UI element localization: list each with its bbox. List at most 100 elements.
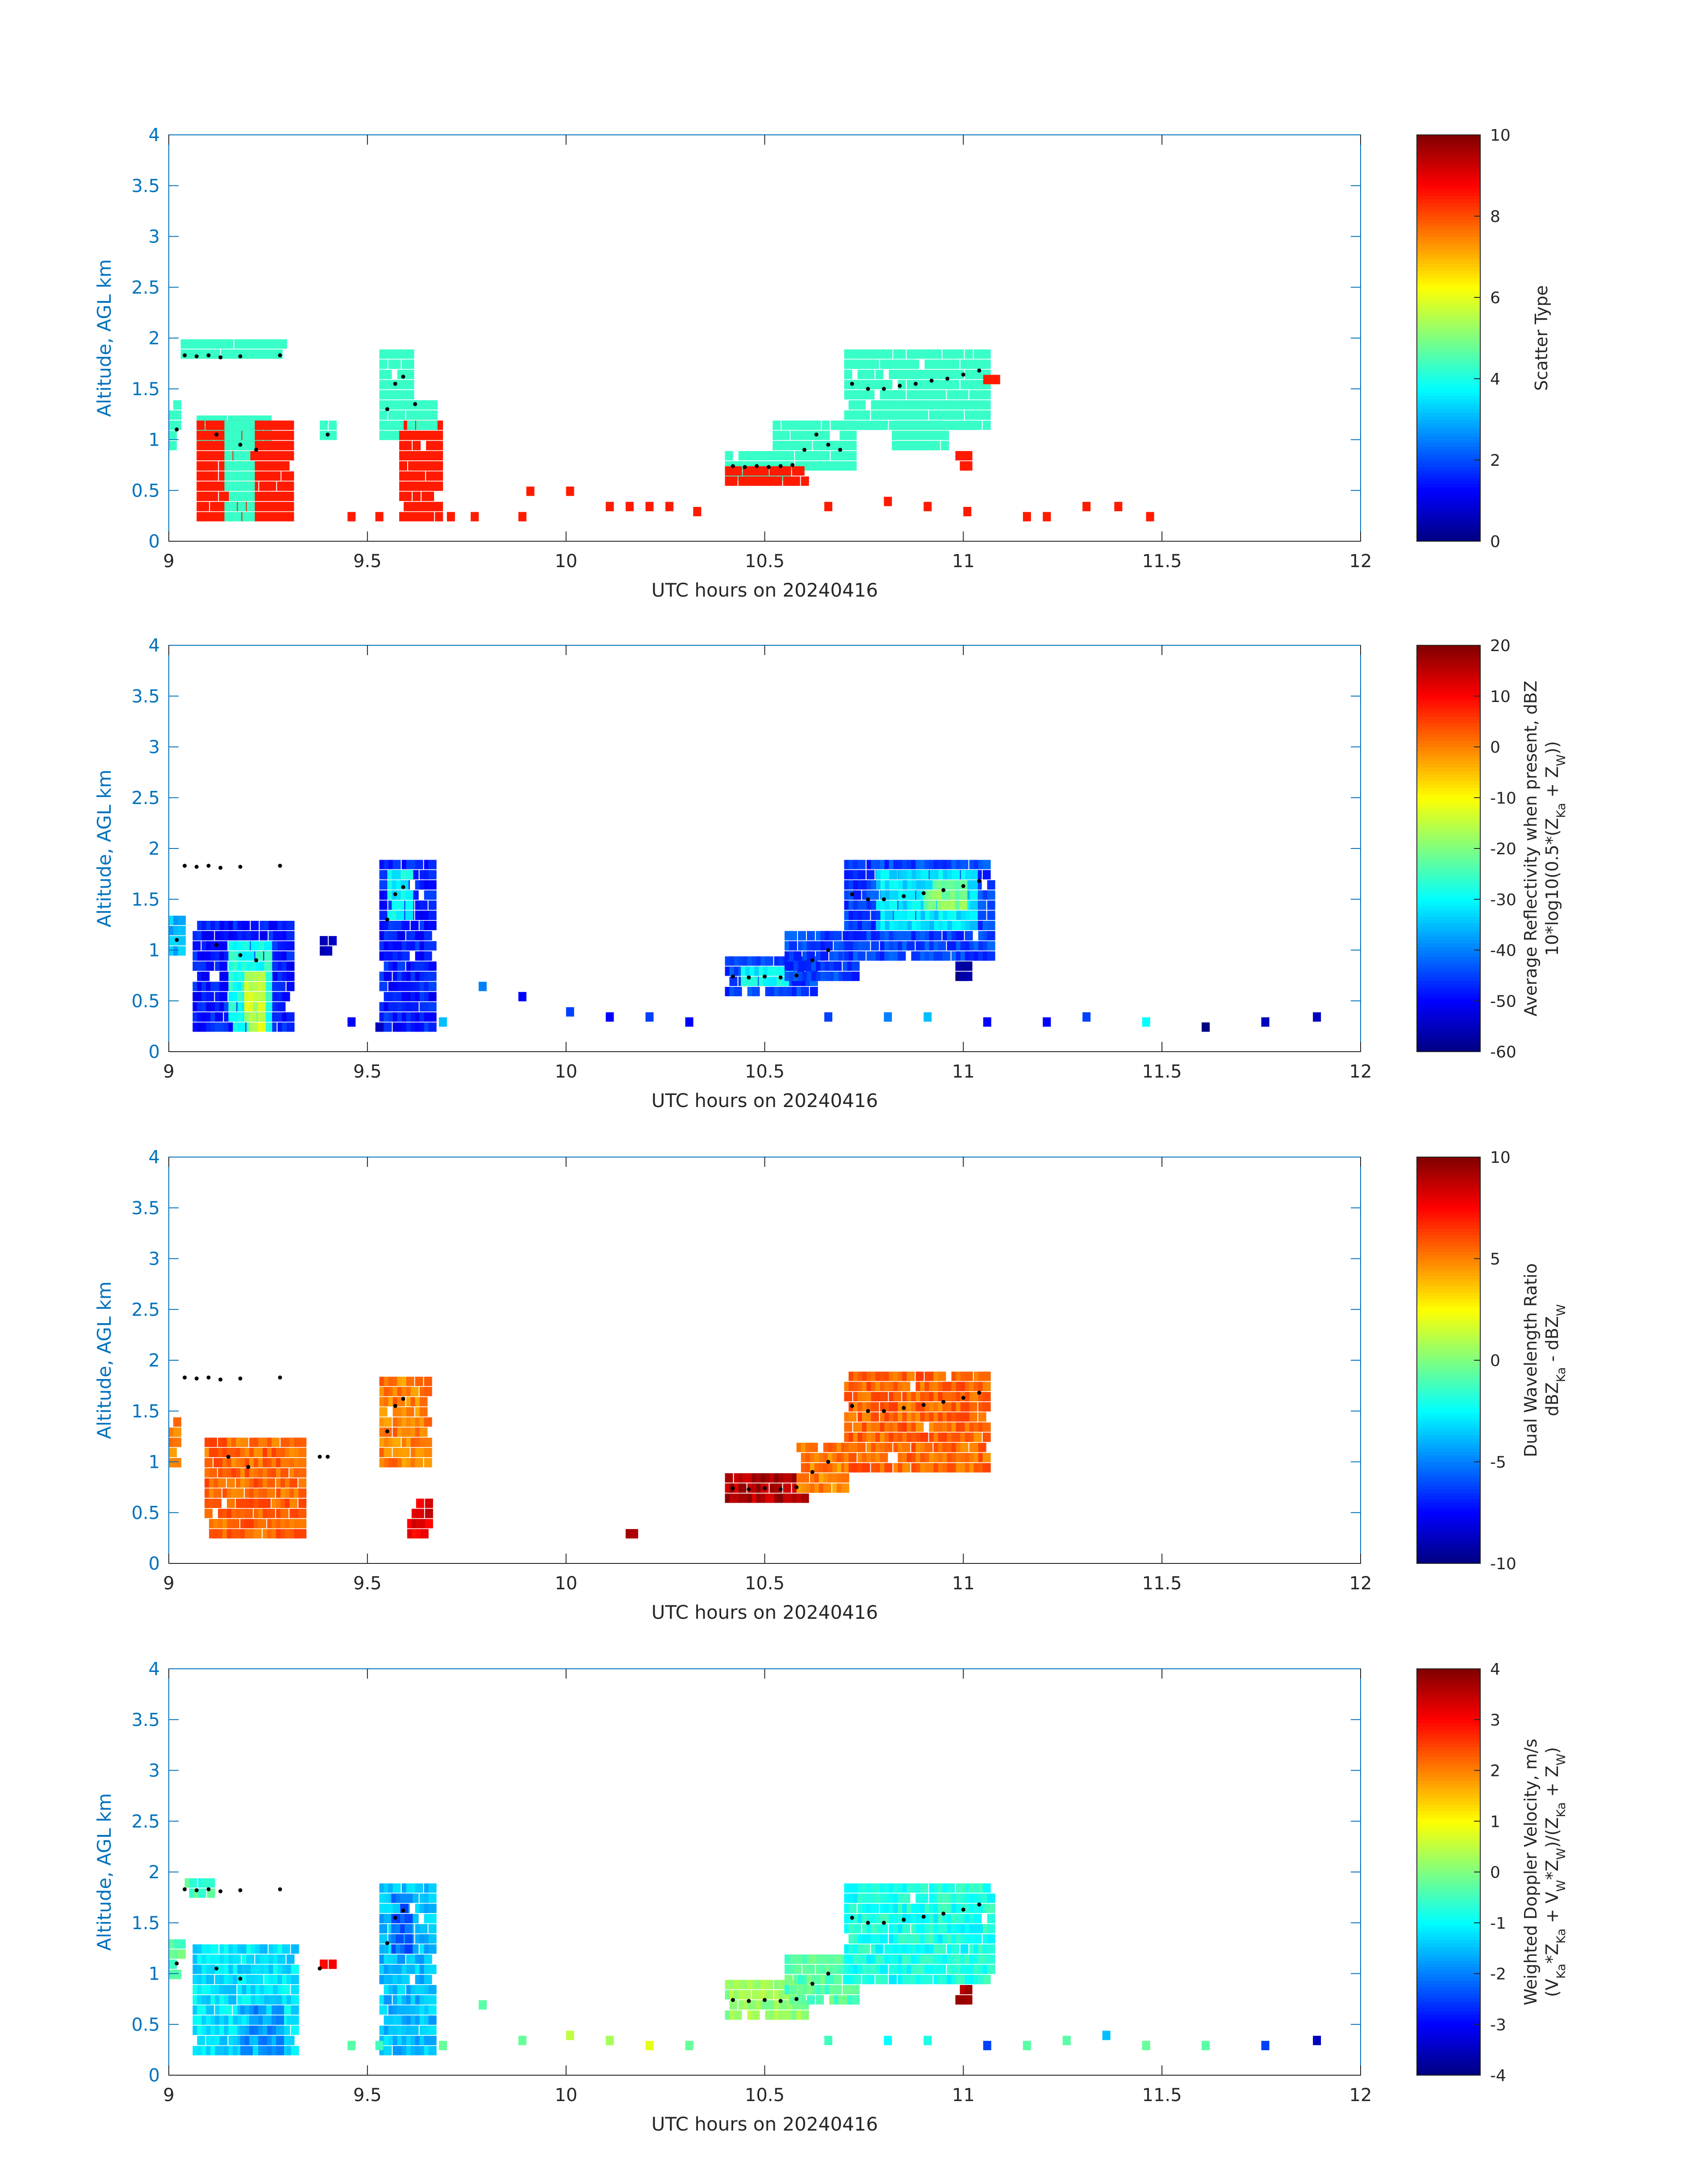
x-tick-label: 12 bbox=[1349, 1573, 1372, 1594]
colorbar-segment bbox=[1417, 1479, 1480, 1483]
colorbar-segment bbox=[1417, 702, 1480, 707]
heatmap-cell bbox=[228, 1002, 237, 1011]
colorbar-segment bbox=[1417, 1980, 1480, 1985]
colorbar-segment bbox=[1417, 869, 1480, 873]
heatmap-cell bbox=[965, 931, 973, 940]
colorbar-segment bbox=[1417, 713, 1480, 717]
cloud-base-point bbox=[194, 1376, 199, 1381]
heatmap-cell bbox=[982, 1433, 991, 1442]
heatmap-cell bbox=[329, 936, 337, 946]
heatmap-cell bbox=[626, 501, 634, 511]
heatmap-cell bbox=[857, 951, 866, 961]
colorbar-segment bbox=[1417, 1676, 1480, 1680]
heatmap-cell bbox=[857, 400, 866, 410]
colorbar-segment bbox=[1417, 1164, 1480, 1168]
colorbar-segment bbox=[1417, 402, 1480, 406]
heatmap-cell bbox=[397, 1954, 405, 1964]
heatmap-cell bbox=[428, 1944, 437, 1954]
heatmap-cell bbox=[246, 471, 255, 481]
heatmap-cell bbox=[969, 870, 978, 880]
heatmap-cell bbox=[426, 492, 434, 501]
heatmap-cell bbox=[424, 1376, 432, 1386]
heatmap-cell bbox=[1082, 501, 1091, 511]
heatmap-cell bbox=[920, 1883, 928, 1893]
heatmap-cell bbox=[801, 1473, 809, 1483]
heatmap-cell bbox=[419, 900, 428, 910]
heatmap-cell bbox=[1062, 2035, 1071, 2045]
heatmap-cell bbox=[786, 451, 794, 460]
colorbar-segment bbox=[1417, 2035, 1480, 2039]
heatmap-cell bbox=[277, 1002, 286, 1011]
x-tick-label: 12 bbox=[1349, 551, 1372, 572]
heatmap-cell bbox=[178, 936, 186, 946]
heatmap-cell bbox=[405, 870, 413, 880]
heatmap-cell bbox=[566, 2031, 574, 2040]
heatmap-cell bbox=[871, 359, 879, 369]
heatmap-cell bbox=[231, 1519, 240, 1529]
y-tick-label: 0 bbox=[149, 1042, 160, 1062]
colorbar-segment bbox=[1417, 453, 1480, 457]
colorbar-segment bbox=[1417, 974, 1480, 978]
colorbar-segment bbox=[1417, 1458, 1480, 1462]
heatmap-cell bbox=[834, 1985, 842, 1994]
colorbar-segment bbox=[1417, 236, 1480, 240]
heatmap-cell bbox=[884, 497, 892, 506]
heatmap-cell bbox=[384, 1448, 392, 1458]
heatmap-cell bbox=[941, 430, 949, 440]
colorbar-segment bbox=[1417, 1204, 1480, 1208]
colorbar-segment bbox=[1417, 1238, 1480, 1242]
heatmap-cell bbox=[478, 982, 487, 991]
colorbar-segment bbox=[1417, 135, 1480, 139]
heatmap-cell bbox=[258, 1519, 267, 1529]
colorbar-segment bbox=[1417, 672, 1480, 677]
heatmap-cell bbox=[952, 870, 960, 880]
colorbar-segment bbox=[1417, 463, 1480, 467]
y-axis: 0 0.5 1 1.5 2 2.5 3 3.5 4 Altitude, AGL km bbox=[93, 635, 1361, 1062]
cloud-base-point bbox=[961, 884, 965, 888]
colorbar-segment bbox=[1417, 151, 1480, 156]
cloud-base-point bbox=[945, 376, 950, 381]
heatmap-cell bbox=[960, 1944, 969, 1954]
heatmap-cell bbox=[406, 359, 414, 369]
heatmap-cell bbox=[987, 941, 995, 951]
heatmap-cell bbox=[428, 941, 437, 951]
heatmap-cell bbox=[228, 1985, 237, 1994]
heatmap-cell bbox=[397, 1985, 405, 1994]
heatmap-cell bbox=[286, 1022, 295, 1032]
heatmap-cell bbox=[405, 1944, 413, 1954]
heatmap-cell bbox=[251, 921, 259, 930]
heatmap-cell bbox=[276, 2015, 284, 2025]
colorbar-segment bbox=[1417, 1377, 1480, 1381]
colorbar-segment bbox=[1417, 862, 1480, 866]
colorbar-segment bbox=[1417, 368, 1480, 372]
colorbar-segment bbox=[1417, 443, 1480, 447]
colorbar-segment bbox=[1417, 1295, 1480, 1300]
heatmap-cell bbox=[960, 390, 969, 400]
colorbar-segment bbox=[1417, 1804, 1480, 1808]
colorbar-segment bbox=[1417, 855, 1480, 859]
heatmap-cell bbox=[375, 1022, 384, 1032]
colorbar-segment bbox=[1417, 1858, 1480, 1863]
heatmap-cell bbox=[435, 451, 443, 460]
colorbar-segment bbox=[1417, 1902, 1480, 1906]
heatmap-cell bbox=[246, 461, 255, 471]
colorbar-segment bbox=[1417, 304, 1480, 308]
heatmap-cell bbox=[282, 1985, 290, 1994]
colorbar-segment bbox=[1417, 467, 1480, 471]
colorbar-segment bbox=[1417, 2038, 1480, 2042]
heatmap-cell bbox=[823, 1483, 831, 1493]
x-tick-label: 11.5 bbox=[1142, 551, 1182, 572]
y-tick-label: 0 bbox=[149, 1554, 160, 1574]
heatmap-cell bbox=[238, 501, 246, 511]
heatmap-cell bbox=[871, 1904, 879, 1913]
colorbar-segment bbox=[1417, 1855, 1480, 1859]
cloud-base-point bbox=[401, 375, 405, 379]
cloud-base-point bbox=[206, 353, 211, 358]
colorbar-segment bbox=[1417, 655, 1480, 660]
colorbar-segment bbox=[1417, 412, 1480, 417]
heatmap-cell bbox=[425, 1508, 433, 1518]
colorbar-segment bbox=[1417, 2001, 1480, 2005]
colorbar-segment bbox=[1417, 1716, 1480, 1720]
